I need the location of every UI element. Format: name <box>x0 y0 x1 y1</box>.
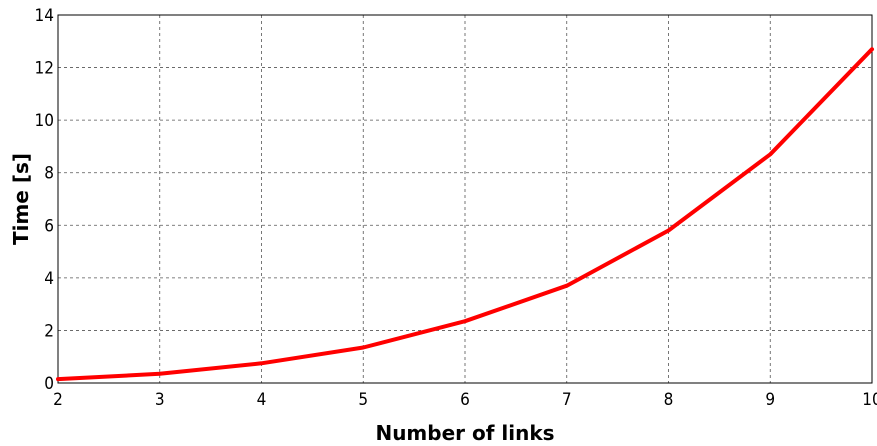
x-tick-label: 8 <box>664 390 674 410</box>
x-tick-label: 10 <box>862 390 877 410</box>
x-axis-title: Number of links <box>375 421 554 445</box>
x-tick-label: 2 <box>53 390 63 410</box>
x-tick-label: 5 <box>358 390 368 410</box>
y-tick-label: 12 <box>35 59 54 79</box>
x-tick-label: 9 <box>765 390 775 410</box>
y-tick-label: 14 <box>35 6 54 26</box>
y-tick-label: 10 <box>35 111 54 131</box>
x-tick-label: 6 <box>460 390 470 410</box>
y-axis-title: Time [s] <box>9 153 33 245</box>
plot-frame <box>57 14 873 384</box>
y-tick-label: 0 <box>44 374 54 394</box>
x-tick-label: 4 <box>257 390 267 410</box>
x-tick-label: 3 <box>155 390 165 410</box>
grid-lines <box>58 15 872 383</box>
y-tick-label: 8 <box>44 164 54 184</box>
y-tick-label: 6 <box>44 216 54 236</box>
series-layer <box>56 47 874 382</box>
y-tick-label: 4 <box>44 269 54 289</box>
y-tick-label: 2 <box>44 321 54 341</box>
x-tick-label: 7 <box>562 390 572 410</box>
series-line <box>56 47 874 382</box>
